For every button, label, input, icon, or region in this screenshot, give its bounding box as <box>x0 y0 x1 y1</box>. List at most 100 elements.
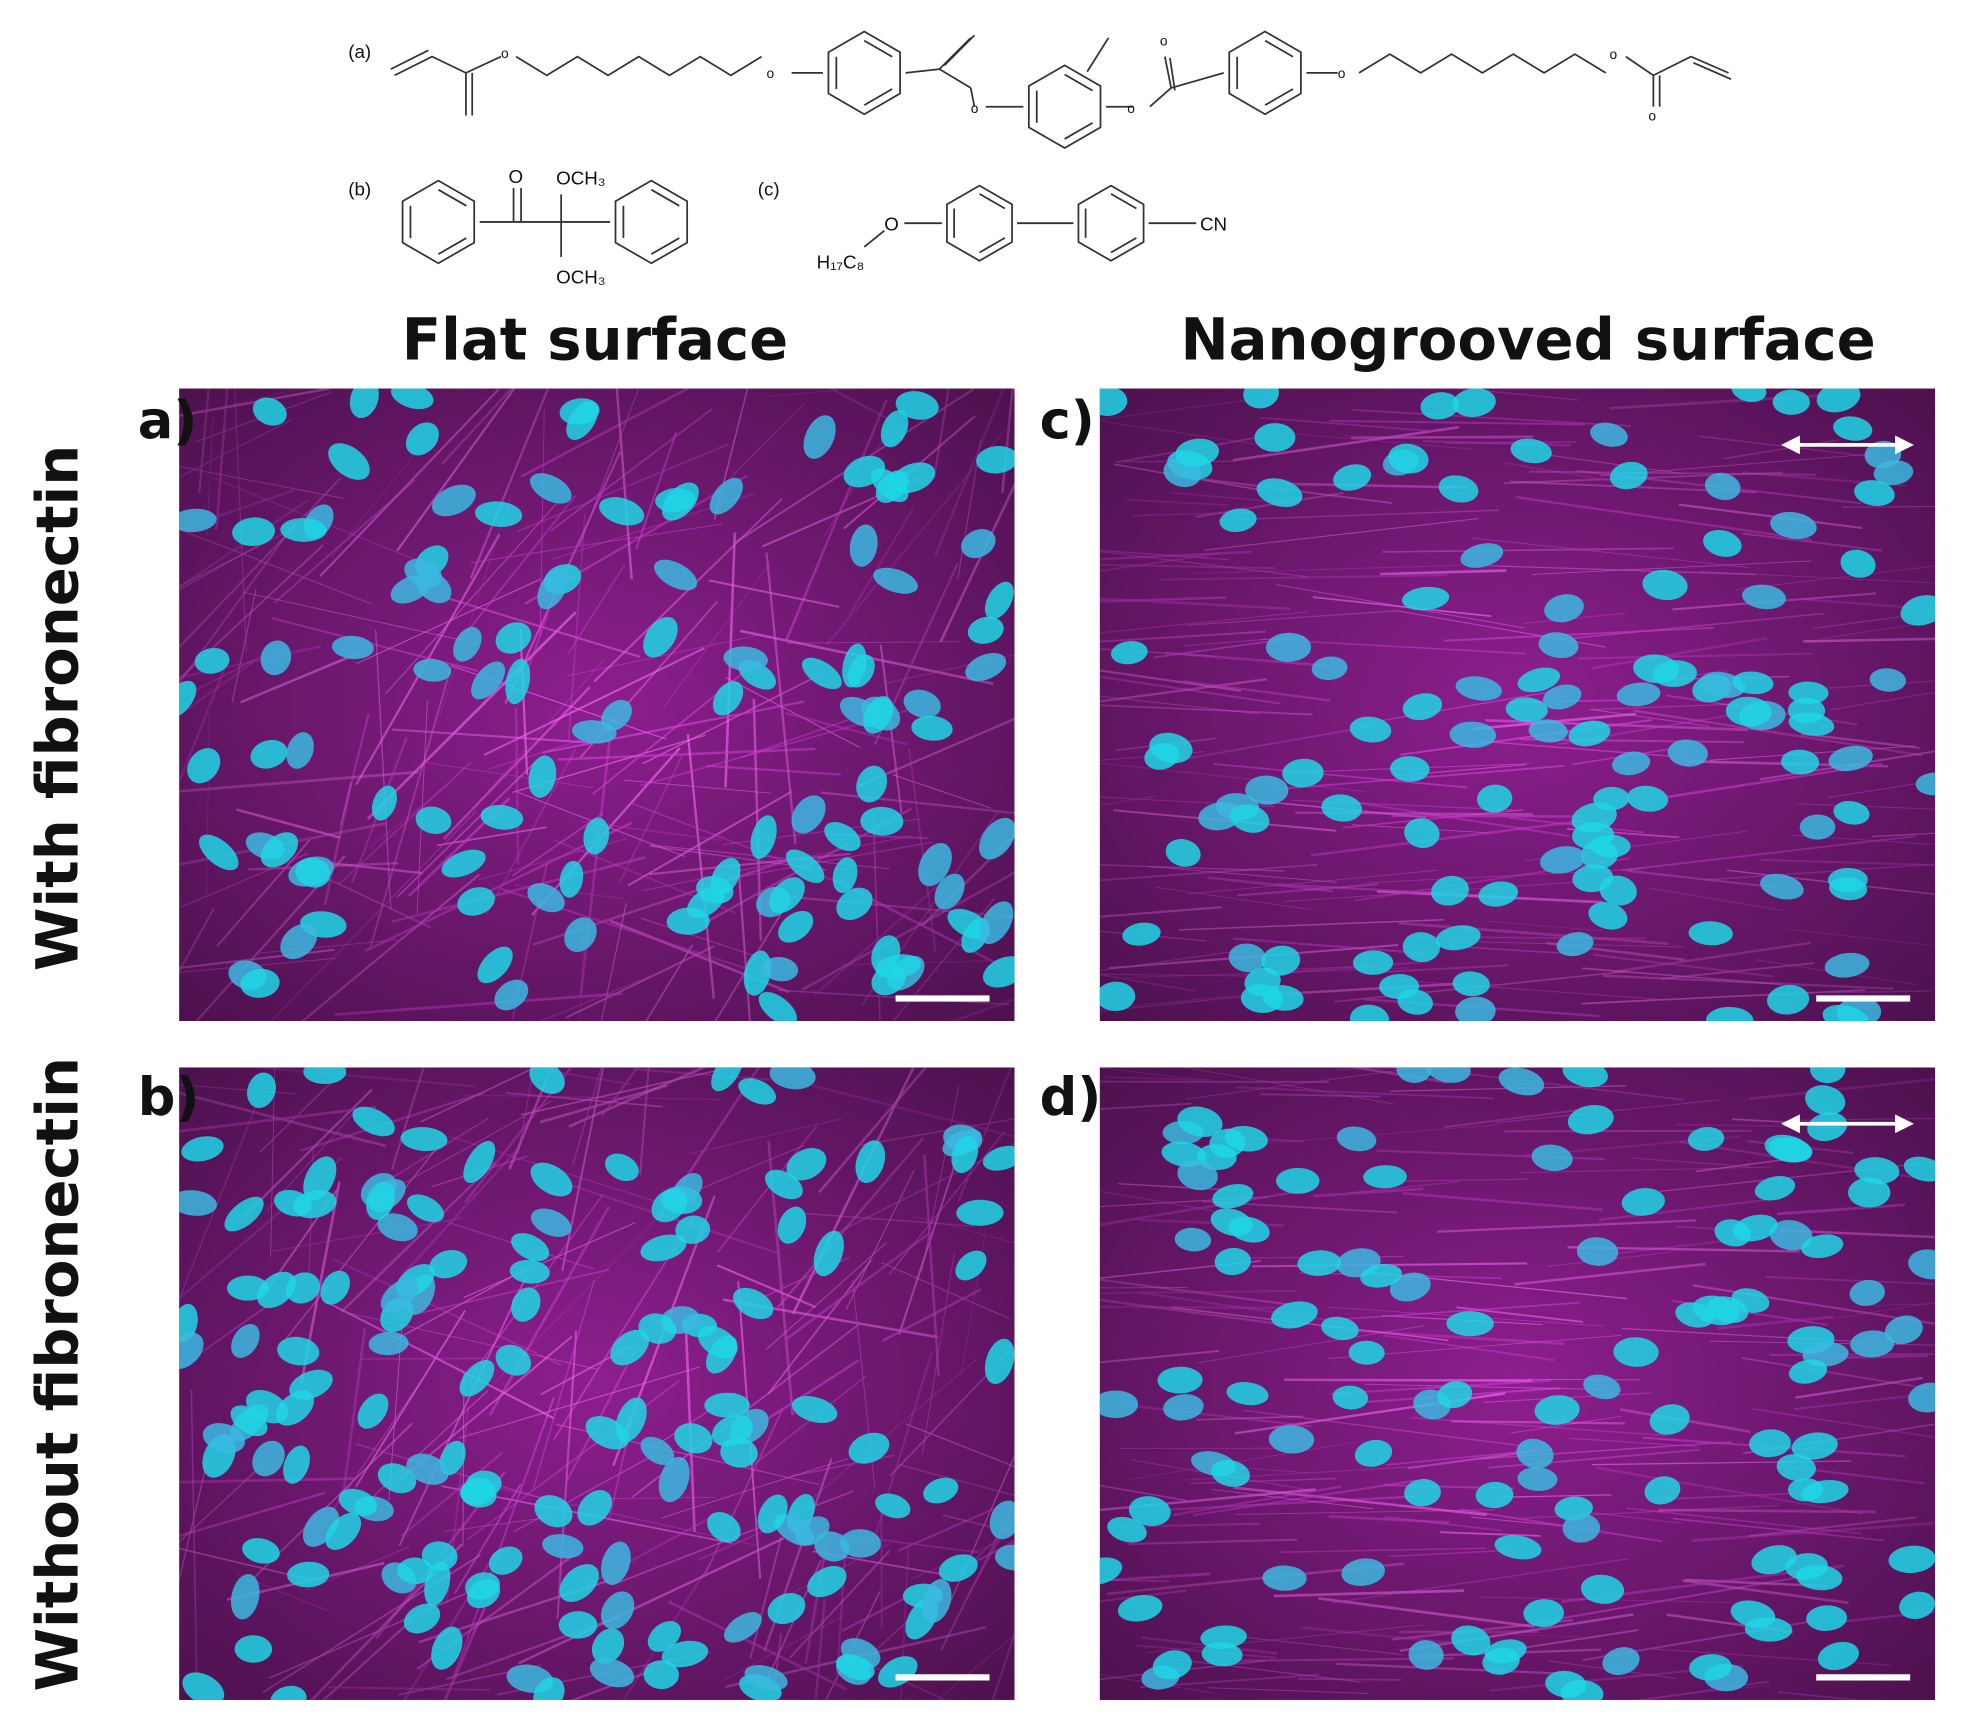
nucleus <box>293 1189 337 1219</box>
atom: o <box>971 101 979 116</box>
bond <box>1264 88 1294 106</box>
nucleus <box>1731 388 1767 403</box>
nucleus <box>1510 438 1552 464</box>
nucleus <box>331 635 374 660</box>
nucleus <box>1652 660 1698 688</box>
nucleus <box>732 1287 774 1320</box>
nucleus <box>226 1275 269 1301</box>
nucleus <box>1271 1301 1318 1329</box>
nucleus <box>1833 800 1870 825</box>
bond <box>1064 73 1094 92</box>
nucleus <box>757 1494 788 1534</box>
atom: CN <box>1200 214 1227 235</box>
nucleus <box>979 901 1014 945</box>
nucleus <box>918 842 952 887</box>
nucleus <box>1809 1067 1846 1084</box>
nucleus <box>495 622 532 654</box>
nucleus <box>1276 1167 1320 1194</box>
nucleus <box>1452 971 1490 997</box>
nucleus <box>1408 1640 1444 1670</box>
nucleus <box>923 1477 959 1504</box>
nucleus <box>1854 480 1895 506</box>
nucleus <box>566 400 599 440</box>
nucleus <box>1523 1599 1565 1628</box>
nucleus <box>1201 1642 1243 1667</box>
nucleus <box>1455 996 1496 1022</box>
nucleus <box>325 1512 362 1551</box>
structure-label: (b) <box>348 179 371 200</box>
nucleus <box>792 1396 838 1424</box>
nucleus <box>654 559 698 591</box>
nucleus <box>687 886 725 919</box>
bond <box>437 188 467 207</box>
nucleus <box>530 1162 573 1197</box>
nucleus <box>1781 749 1820 775</box>
nucleus <box>511 1233 550 1262</box>
nucleus <box>1827 867 1868 893</box>
atom: OCH₃ <box>556 266 605 287</box>
nucleus <box>1706 1296 1749 1324</box>
bond <box>650 188 680 207</box>
panel-label: a) <box>138 391 198 452</box>
nucleus <box>1404 818 1440 849</box>
nucleus <box>1705 1006 1754 1022</box>
nucleus <box>600 1541 631 1585</box>
nucleus <box>480 804 524 830</box>
nucleus <box>252 1440 285 1477</box>
nucleus <box>441 849 486 878</box>
nucleus <box>674 1423 713 1454</box>
nucleus <box>1437 1381 1473 1409</box>
nucleus <box>1424 1067 1471 1083</box>
nucleus <box>280 517 327 542</box>
bond <box>1064 122 1094 140</box>
nucleus <box>1742 584 1786 610</box>
nucleus <box>1703 529 1742 557</box>
nucleus <box>1320 1316 1359 1341</box>
atom: OCH₃ <box>556 167 605 188</box>
nucleus <box>242 1538 280 1564</box>
micrograph-content <box>179 1067 1015 1700</box>
nucleus <box>287 1561 330 1588</box>
nucleus <box>380 1278 419 1313</box>
nucleus <box>459 1359 495 1397</box>
nucleus <box>583 817 610 855</box>
nucleus <box>723 646 768 672</box>
nucleus <box>397 1557 434 1585</box>
nucleus <box>463 1140 496 1184</box>
nucleus <box>477 946 513 984</box>
nucleus <box>1157 1366 1203 1394</box>
nucleus <box>1505 697 1548 722</box>
atom: o <box>1127 101 1135 116</box>
bond <box>390 49 474 116</box>
nucleus <box>1175 438 1220 467</box>
nucleus <box>1262 1565 1307 1591</box>
nucleus <box>982 1145 1015 1171</box>
nucleus <box>474 501 523 527</box>
nucleus <box>1649 1404 1690 1435</box>
nucleus <box>1311 656 1348 681</box>
nucleus <box>1785 1553 1828 1580</box>
nucleus <box>873 567 918 594</box>
nucleus <box>767 1593 806 1625</box>
nucleus <box>1349 716 1392 743</box>
nucleus <box>1749 1429 1791 1458</box>
nucleus <box>260 832 299 868</box>
nucleus <box>1214 1247 1251 1276</box>
nucleus <box>1431 875 1469 906</box>
nucleus <box>1760 873 1804 900</box>
nucleus <box>415 806 452 834</box>
nucleus <box>338 1488 378 1516</box>
nucleus <box>1332 1385 1369 1410</box>
nucleus <box>1245 775 1289 805</box>
nucleus <box>1667 739 1709 767</box>
nucleus <box>778 910 814 943</box>
nucleus <box>1644 1476 1681 1505</box>
nucleus <box>848 1432 890 1464</box>
nucleus <box>277 1336 320 1366</box>
nucleus <box>1228 943 1267 973</box>
nucleus <box>1888 1545 1936 1574</box>
nucleus <box>589 1658 635 1688</box>
nucleus <box>1560 1679 1604 1700</box>
nucleus <box>1788 1359 1828 1384</box>
